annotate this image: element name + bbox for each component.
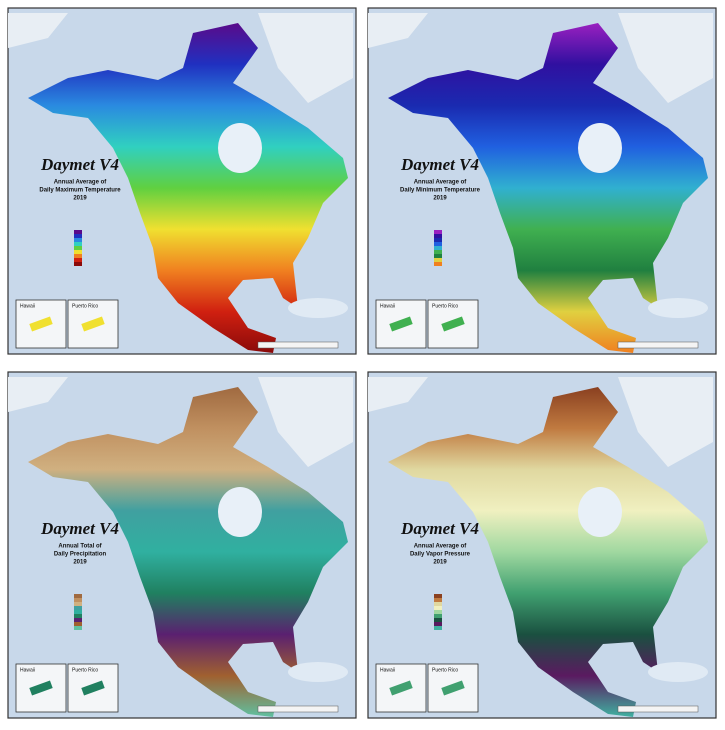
legend-swatch — [74, 242, 82, 246]
map-year: 2019 — [73, 196, 87, 202]
legend-swatch — [434, 618, 442, 622]
legend-swatch — [74, 234, 82, 238]
hudson-bay — [578, 123, 622, 173]
scale-bar — [257, 705, 339, 713]
map-panel: Daymet V4 Annual Average of Daily Minimum … — [367, 7, 717, 355]
inset-land — [29, 316, 53, 332]
map-subtitle: Annual Average of — [414, 544, 468, 550]
legend-swatch — [434, 254, 442, 258]
legend-swatch — [74, 246, 82, 250]
map-year: 2019 — [433, 560, 447, 566]
greenland — [258, 377, 353, 467]
legend-swatch — [74, 230, 82, 234]
legend-swatch — [434, 234, 442, 238]
legend-swatch — [434, 622, 442, 626]
inset-label: Hawaii — [380, 303, 395, 309]
scale-bar — [617, 341, 699, 349]
inset-label: Puerto Rico — [432, 303, 458, 309]
inset-land — [81, 680, 105, 696]
greenland — [258, 13, 353, 103]
legend-swatch — [434, 602, 442, 606]
inset-label: Puerto Rico — [432, 667, 458, 673]
caribbean — [648, 662, 708, 682]
map-title: Daymet V4 — [400, 519, 479, 538]
scale-bar — [257, 341, 339, 349]
caribbean — [288, 298, 348, 318]
inset-label: Hawaii — [20, 303, 35, 309]
map-subtitle: Annual Average of — [414, 180, 468, 186]
legend-swatch — [74, 606, 82, 610]
legend-swatch — [74, 254, 82, 258]
map-subtitle: Daily Precipitation — [54, 552, 107, 558]
legend-swatch — [434, 258, 442, 262]
caribbean — [288, 662, 348, 682]
legend-swatch — [434, 606, 442, 610]
legend-swatch — [434, 614, 442, 618]
inset-label: Puerto Rico — [72, 303, 98, 309]
inset-land — [441, 680, 465, 696]
north-america — [28, 23, 348, 353]
map-panel: Daymet V4 Annual Average of Daily Vapor Pr… — [367, 371, 717, 719]
map-panel: Daymet V4 Annual Average of Daily Maximum … — [7, 7, 357, 355]
inset-land — [389, 680, 413, 696]
legend-swatch — [74, 250, 82, 254]
map-year: 2019 — [73, 560, 87, 566]
legend-swatch — [434, 262, 442, 266]
map-subtitle: Daily Maximum Temperature — [39, 188, 121, 194]
legend-swatch — [74, 238, 82, 242]
inset-land — [81, 316, 105, 332]
legend-swatch — [74, 602, 82, 606]
greenland — [618, 377, 713, 467]
greenland — [618, 13, 713, 103]
map-title: Daymet V4 — [40, 155, 119, 174]
hudson-bay — [578, 487, 622, 537]
russia — [368, 13, 428, 48]
legend-swatch — [434, 610, 442, 614]
legend-swatch — [74, 610, 82, 614]
legend-swatch — [74, 594, 82, 598]
inset-box — [427, 299, 479, 349]
inset-land — [389, 316, 413, 332]
legend-swatch — [74, 618, 82, 622]
legend-swatch — [434, 246, 442, 250]
north-america — [28, 387, 348, 717]
legend-swatch — [74, 614, 82, 618]
map-subtitle: Daily Vapor Pressure — [410, 552, 471, 558]
legend-swatch — [434, 626, 442, 630]
legend-swatch — [434, 230, 442, 234]
scale-bar — [617, 705, 699, 713]
legend-swatch — [74, 258, 82, 262]
north-america — [388, 387, 708, 717]
map-subtitle: Annual Average of — [54, 180, 108, 186]
legend-swatch — [434, 242, 442, 246]
legend-swatch — [74, 622, 82, 626]
map-panel: Daymet V4 Annual Total of Daily Precipitat… — [7, 371, 357, 719]
russia — [368, 377, 428, 412]
russia — [8, 13, 68, 48]
legend-swatch — [434, 598, 442, 602]
russia — [8, 377, 68, 412]
legend-swatch — [74, 598, 82, 602]
map-subtitle: Daily Minimum Temperature — [400, 188, 481, 194]
legend-swatch — [434, 250, 442, 254]
legend-swatch — [74, 626, 82, 630]
hudson-bay — [218, 487, 262, 537]
inset-label: Puerto Rico — [72, 667, 98, 673]
legend-swatch — [74, 262, 82, 266]
north-america — [388, 23, 708, 353]
legend-swatch — [434, 594, 442, 598]
map-title: Daymet V4 — [400, 155, 479, 174]
map-subtitle: Annual Total of — [58, 544, 102, 550]
inset-land — [441, 316, 465, 332]
inset-land — [29, 680, 53, 696]
legend-swatch — [434, 238, 442, 242]
caribbean — [648, 298, 708, 318]
map-year: 2019 — [433, 196, 447, 202]
map-title: Daymet V4 — [40, 519, 119, 538]
inset-label: Hawaii — [20, 667, 35, 673]
hudson-bay — [218, 123, 262, 173]
inset-label: Hawaii — [380, 667, 395, 673]
